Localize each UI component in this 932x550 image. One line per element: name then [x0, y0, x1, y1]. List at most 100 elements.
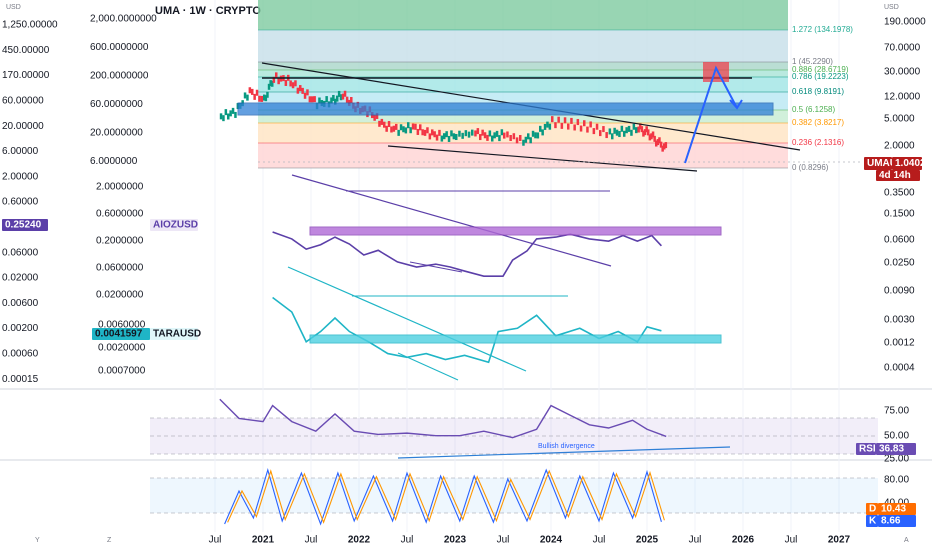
uma-countdown-badge-bg [876, 170, 920, 181]
fib-zone [258, 70, 788, 77]
uma-candle [529, 137, 532, 144]
uma-candle [318, 97, 321, 104]
uma-candle [440, 135, 444, 142]
time-axis-label: Jul [497, 535, 510, 546]
uma-candle [335, 95, 339, 102]
uma-candle [557, 116, 560, 123]
uma-candle [255, 89, 259, 96]
left-inner-tick: 0.0020000 [98, 343, 146, 354]
uma-candle [392, 125, 396, 132]
uma-candle [431, 129, 434, 136]
uma-candle [332, 94, 335, 101]
uma-candle [438, 129, 441, 136]
uma-candle [296, 87, 300, 94]
uma-countdown-badge: 4d 14h [879, 170, 911, 181]
tara-price-badge: 0.0041597 [95, 329, 143, 340]
uma-candle [534, 132, 537, 139]
uma-candle [481, 129, 484, 136]
uma-candle [341, 93, 345, 100]
uma-candle [399, 124, 403, 131]
left-inner-tick: 0.0200000 [96, 290, 144, 301]
corner-label: A [904, 537, 909, 544]
uma-candle [452, 133, 456, 140]
right-axis-tick: 0.0030 [884, 315, 915, 326]
uma-candle [461, 132, 464, 139]
left-inner-tick: 0.0600000 [96, 263, 144, 274]
tara-price-badge-bg [92, 328, 150, 340]
right-axis-tick: 0.0004 [884, 363, 915, 374]
left-outer-tick: 0.00060 [2, 349, 39, 360]
uma-candle [583, 120, 586, 127]
uma-candle [546, 121, 549, 128]
uma-candle [289, 80, 292, 87]
uma-candle [301, 87, 304, 94]
time-axis-label: Jul [209, 535, 222, 546]
uma-candle [595, 123, 599, 130]
uma-candle [306, 89, 309, 96]
uma-candle [655, 140, 658, 147]
tara-name-label-bg [150, 328, 198, 340]
uma-candle [486, 134, 489, 141]
stoch-d-name-badge: D [869, 504, 876, 515]
uma-candle [579, 125, 583, 132]
uma-candle [395, 123, 398, 130]
uma-candle [642, 130, 645, 137]
uma-candle [560, 122, 564, 129]
uma-candle [458, 130, 461, 137]
left-inner-tick: 0.2000000 [96, 236, 144, 247]
uma-candle [524, 136, 528, 143]
stoch-k-line [224, 468, 662, 526]
left-inner-tick: 60.0000000 [90, 99, 143, 110]
uma-candle [263, 94, 266, 101]
uma-candle [627, 125, 631, 132]
fib-level-label: 0.886 (28.6719) [792, 65, 849, 74]
time-axis-label: Jul [305, 535, 318, 546]
left-inner-tick: 0.0060000 [98, 320, 146, 331]
fib-level-label: 1 (45.2290) [792, 57, 833, 66]
right-axis-tick: 190.0000 [884, 17, 926, 28]
left-inner-tick: 600.0000000 [90, 42, 149, 53]
target-zone-box-red [703, 62, 729, 82]
time-axis-label: 2027 [828, 535, 851, 546]
fib-level-label: 0 (0.8296) [792, 163, 829, 172]
uma-price-badge-bg [892, 157, 922, 170]
aioz-name-label-bg [150, 219, 198, 231]
arrow-head [729, 99, 743, 110]
projection-arrow [684, 65, 738, 164]
uma-candle [563, 117, 567, 124]
left-outer-tick: 0.00015 [2, 374, 39, 385]
uma-candle [479, 134, 482, 141]
uma-candle [464, 130, 468, 137]
uma-candle [416, 128, 420, 135]
left-inner-tick: 6.0000000 [90, 156, 138, 167]
uma-candle [227, 113, 230, 120]
uma-candle [650, 133, 653, 140]
uma-candle [576, 119, 580, 126]
uma-candle [243, 92, 247, 99]
left-outer-tick: 1,250.00000 [2, 20, 58, 31]
right-axis-tick: 0.3500 [884, 188, 915, 199]
left-outer-tick: 450.00000 [2, 45, 50, 56]
time-axis-label: 2023 [444, 535, 467, 546]
right-axis-tick: 0.0090 [884, 286, 915, 297]
left-outer-tick: 0.06000 [2, 247, 39, 258]
left-inner-tick: 0.0007000 [98, 366, 146, 377]
uma-candle [467, 131, 471, 138]
left-outer-tick: 0.02000 [2, 273, 39, 284]
aioz-price-badge: 0.25240 [5, 220, 42, 231]
uma-candle [426, 127, 429, 134]
tara-name-label: TARAUSD [153, 329, 201, 340]
uma-candle [663, 143, 666, 150]
uma-candle [271, 80, 274, 87]
uma-candle [450, 130, 453, 137]
uma-candle [337, 90, 341, 97]
tara-bottom-line [397, 352, 459, 381]
rsi-divergence-label: Bullish divergence [538, 443, 595, 450]
uma-candle [515, 137, 519, 144]
right-axis-tick: 0.0250 [884, 258, 915, 269]
uma-candle [643, 129, 647, 136]
uma-candle [222, 115, 225, 122]
fib-level-label: 0.618 (9.8191) [792, 87, 844, 96]
uma-candle [383, 121, 386, 128]
